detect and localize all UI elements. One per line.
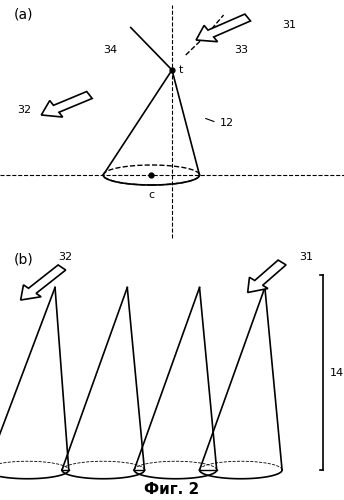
Text: 32: 32 <box>17 105 31 115</box>
Text: (b): (b) <box>14 252 33 266</box>
Polygon shape <box>21 265 66 300</box>
Text: 31: 31 <box>282 20 296 30</box>
Polygon shape <box>196 14 250 42</box>
Text: 32: 32 <box>58 252 73 262</box>
Text: 12: 12 <box>220 118 234 128</box>
Text: 31: 31 <box>299 252 313 262</box>
Text: c: c <box>148 190 154 200</box>
Polygon shape <box>248 260 286 292</box>
Text: 33: 33 <box>234 45 248 55</box>
Text: Фиг. 2: Фиг. 2 <box>144 482 200 498</box>
Text: (a): (a) <box>14 8 33 22</box>
Text: 34: 34 <box>103 45 117 55</box>
Text: t: t <box>179 65 183 75</box>
Text: 14: 14 <box>330 368 344 378</box>
Polygon shape <box>41 92 92 117</box>
